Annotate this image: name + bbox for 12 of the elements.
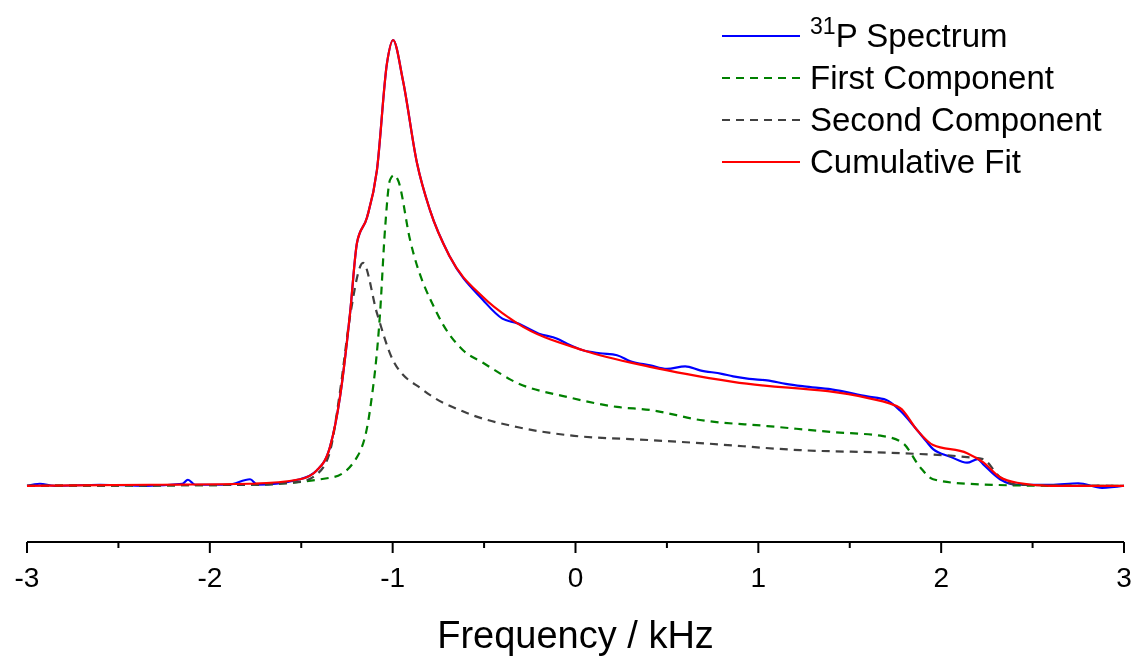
legend-label: $^{31}$P Spectrum xyxy=(810,13,1008,54)
legend-label: Cumulative Fit xyxy=(810,143,1021,180)
x-tick-label: -2 xyxy=(197,562,223,593)
legend-label: Second Component xyxy=(810,101,1102,138)
x-tick-label: 0 xyxy=(567,562,584,593)
x-tick-label: -1 xyxy=(380,562,406,593)
x-tick-label: -3 xyxy=(14,562,40,593)
x-tick-label: 1 xyxy=(750,562,767,593)
x-tick-label: 2 xyxy=(933,562,949,593)
x-axis-title: Frequency / kHz xyxy=(437,614,714,656)
x-tick-label: 3 xyxy=(1116,562,1132,593)
legend-label: First Component xyxy=(810,59,1054,96)
